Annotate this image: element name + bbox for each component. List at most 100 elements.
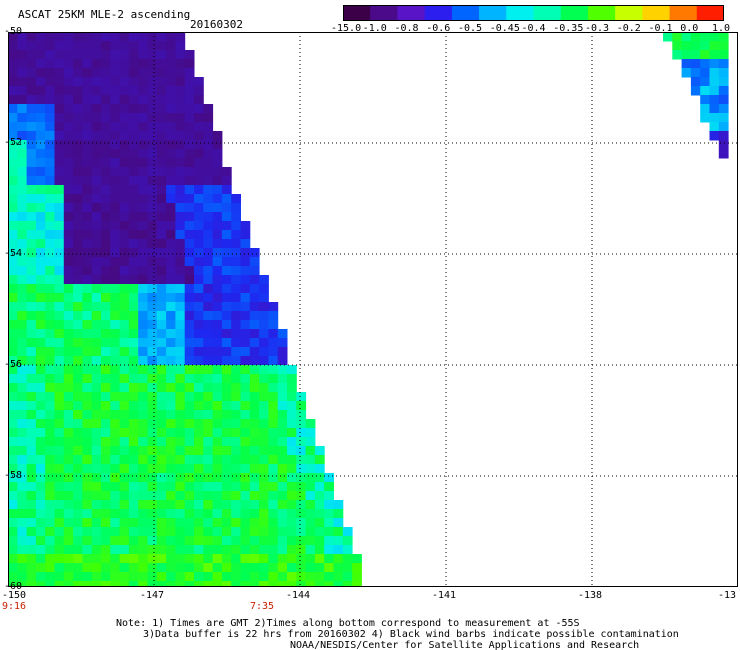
swath-cell bbox=[101, 131, 111, 141]
swath-cell bbox=[54, 455, 65, 465]
swath-cell bbox=[45, 410, 55, 420]
swath-cell bbox=[194, 482, 204, 492]
note-line-1: Note: 1) Times are GMT 2)Times along bot… bbox=[116, 618, 580, 629]
swath-cell bbox=[156, 356, 167, 366]
swath-cell bbox=[110, 581, 121, 587]
swath-cell bbox=[147, 185, 158, 195]
swath-cell bbox=[203, 320, 214, 330]
swath-cell bbox=[203, 581, 214, 587]
swath-cell bbox=[277, 419, 288, 429]
swath-cell bbox=[35, 284, 46, 294]
swath-cell bbox=[342, 581, 353, 587]
swath-cell bbox=[194, 113, 204, 123]
swath-cell bbox=[73, 527, 83, 537]
swath-cell bbox=[259, 464, 269, 474]
swath-cell bbox=[8, 221, 18, 231]
swath-cell bbox=[54, 239, 65, 249]
swath-cell bbox=[101, 59, 111, 69]
swath-cell bbox=[35, 158, 46, 168]
swath-cell bbox=[119, 221, 130, 231]
swath-cell bbox=[45, 122, 55, 132]
swath-cell bbox=[82, 131, 93, 141]
swath-cell bbox=[184, 59, 195, 69]
swath-cell bbox=[73, 518, 83, 528]
swath-cell bbox=[212, 374, 223, 384]
swath-cell bbox=[63, 383, 74, 393]
swath-cell bbox=[35, 410, 46, 420]
swath-cell bbox=[690, 50, 701, 60]
swath-cell bbox=[45, 455, 55, 465]
swath-cell bbox=[138, 149, 148, 159]
swath-cell bbox=[221, 230, 232, 240]
swath-cell bbox=[110, 455, 121, 465]
swath-cell bbox=[184, 329, 195, 339]
swath-cell bbox=[35, 509, 46, 519]
swath-cell bbox=[73, 122, 83, 132]
swath-cell bbox=[138, 419, 148, 429]
swath-cell bbox=[101, 491, 111, 501]
swath-cell bbox=[184, 500, 195, 510]
swath-cell bbox=[101, 518, 111, 528]
swath-cell bbox=[231, 446, 241, 456]
data-map bbox=[8, 32, 738, 587]
swath-cell bbox=[203, 437, 214, 447]
swath-cell bbox=[212, 581, 223, 587]
swath-cell bbox=[63, 113, 74, 123]
lat-label: -56 bbox=[4, 359, 23, 370]
swath-cell bbox=[26, 320, 37, 330]
swath-cell bbox=[175, 320, 186, 330]
swath-cell bbox=[147, 545, 158, 555]
swath-cell bbox=[175, 266, 186, 276]
swath-cell bbox=[194, 410, 204, 420]
swath-cell bbox=[166, 77, 176, 87]
swath-cell bbox=[249, 329, 260, 339]
swath-cell bbox=[194, 149, 204, 159]
swath-cell bbox=[26, 302, 37, 312]
swath-cell bbox=[54, 356, 65, 366]
swath-cell bbox=[194, 194, 204, 204]
swath-cell bbox=[277, 563, 288, 573]
data-swath bbox=[8, 32, 729, 587]
swath-cell bbox=[91, 311, 102, 321]
colorbar-label: -0.5 bbox=[458, 23, 483, 34]
swath-cell bbox=[156, 365, 167, 375]
swath-cell bbox=[194, 293, 204, 303]
swath-cell bbox=[138, 338, 148, 348]
swath-cell bbox=[17, 347, 28, 357]
swath-cell bbox=[221, 581, 232, 587]
swath-cell bbox=[240, 536, 251, 546]
swath-cell bbox=[17, 419, 28, 429]
swath-cell bbox=[8, 482, 18, 492]
swath-cell bbox=[82, 293, 93, 303]
swath-cell bbox=[259, 302, 269, 312]
swath-cell bbox=[249, 320, 260, 330]
swath-cell bbox=[128, 329, 139, 339]
swath-cell bbox=[26, 392, 37, 402]
swath-cell bbox=[184, 293, 195, 303]
swath-cell bbox=[45, 500, 55, 510]
swath-cell bbox=[73, 212, 83, 222]
swath-cell bbox=[119, 248, 130, 258]
swath-cell bbox=[175, 32, 186, 42]
swath-cell bbox=[249, 464, 260, 474]
swath-cell bbox=[91, 50, 102, 60]
swath-cell bbox=[147, 275, 158, 285]
swath-cell bbox=[240, 482, 251, 492]
swath-cell bbox=[8, 230, 18, 240]
swath-cell bbox=[17, 212, 28, 222]
swath-cell bbox=[63, 446, 74, 456]
swath-cell bbox=[147, 41, 158, 51]
swath-cell bbox=[91, 338, 102, 348]
swath-cell bbox=[54, 581, 65, 587]
swath-cell bbox=[63, 527, 74, 537]
swath-cell bbox=[73, 572, 83, 582]
swath-cell bbox=[203, 365, 214, 375]
swath-cell bbox=[110, 419, 121, 429]
swath-cell bbox=[73, 104, 83, 114]
swath-cell bbox=[73, 275, 83, 285]
swath-cell bbox=[690, 32, 701, 42]
swath-cell bbox=[73, 140, 83, 150]
swath-cell bbox=[8, 563, 18, 573]
swath-cell bbox=[128, 113, 139, 123]
swath-cell bbox=[184, 275, 195, 285]
